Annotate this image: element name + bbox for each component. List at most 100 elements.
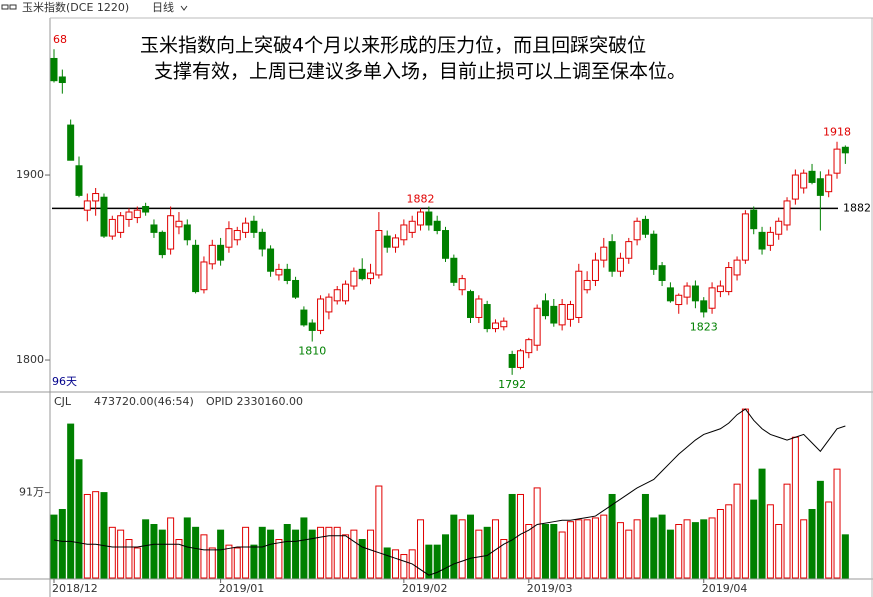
symbol: 玉米指数(DCE 1220) (22, 0, 129, 14)
candle-body (158, 231, 166, 256)
volume-bar (467, 514, 474, 579)
candle-body (825, 174, 833, 193)
volume-bar (117, 529, 125, 579)
volume-bar (691, 522, 699, 579)
volume-bar (775, 524, 783, 579)
candle-body (125, 211, 133, 220)
volume-bar (525, 524, 533, 579)
volume-bar (75, 459, 83, 579)
candle-body (225, 228, 233, 248)
x-tick-label: 2018/12 (52, 582, 98, 595)
candle-body (200, 261, 208, 291)
volume-bar (175, 539, 183, 579)
volume-bar (741, 408, 749, 579)
candle-body (475, 298, 483, 318)
volume-bar (558, 531, 566, 579)
volume-bar (308, 529, 316, 579)
candle-body (841, 146, 849, 154)
candle-body (425, 211, 433, 226)
candle-body (450, 257, 458, 283)
candle-body (217, 244, 225, 261)
volume-bar (541, 524, 549, 579)
candle-body (408, 220, 416, 233)
candle-body (775, 220, 783, 235)
period[interactable]: 日线 (152, 0, 174, 14)
candle-body (541, 300, 549, 317)
icon (1, 4, 9, 10)
candle-body (608, 241, 616, 272)
candle-body (591, 259, 599, 281)
volume-bar (83, 493, 91, 579)
volume-bar (508, 493, 516, 579)
volume-bar (625, 529, 633, 579)
volume-bar (641, 493, 649, 579)
candle-body (417, 211, 425, 226)
candle-body (350, 270, 358, 287)
volume-bar (658, 514, 666, 579)
volume-bar (583, 519, 591, 579)
volume-bar (100, 492, 108, 579)
volume-bar (650, 517, 658, 579)
candle-body (600, 246, 608, 261)
volume-bar (375, 485, 383, 579)
candle-body (300, 309, 308, 326)
candle-body (325, 296, 333, 313)
candle-body (250, 220, 258, 233)
candle-body (675, 294, 683, 306)
candle-body (783, 200, 791, 226)
candle-body (483, 304, 491, 330)
candle-body (641, 218, 649, 235)
volume-bar (275, 539, 283, 579)
candle-body (83, 200, 91, 211)
volume-bar (816, 480, 824, 579)
candle-body (516, 350, 524, 368)
candle-body (175, 220, 183, 228)
candle-body (766, 231, 774, 246)
volume-bar (142, 519, 150, 579)
volume-bar (633, 519, 641, 579)
candle-body (533, 307, 541, 346)
candle-body (558, 304, 566, 326)
support-label: 1882 (843, 201, 871, 214)
candle-body (716, 285, 724, 293)
candle-body (500, 320, 508, 328)
candle-body (550, 305, 558, 324)
candle-body (816, 178, 824, 196)
volume-bar (566, 521, 574, 579)
volume-bar (442, 534, 450, 579)
x-tick-label: 2019/04 (702, 582, 748, 595)
y-tick-label: 1900 (16, 168, 44, 181)
candle-body (92, 193, 100, 202)
candle-body (75, 165, 83, 196)
volume-bar (333, 526, 341, 579)
volume-bar (675, 524, 683, 579)
candle-body (733, 259, 741, 276)
candle-body (133, 209, 141, 219)
candle-body (242, 222, 250, 233)
volume-bar (200, 534, 208, 579)
candle-body (458, 278, 466, 291)
volume-bar (725, 504, 733, 579)
candle-body (750, 209, 758, 230)
volume-bar (208, 547, 216, 579)
price-marker: 68 (53, 33, 67, 46)
volume-bar (50, 514, 58, 579)
volume-bar (233, 547, 241, 579)
candle-body (800, 172, 808, 189)
candle-body (691, 285, 699, 302)
candle-body (575, 270, 583, 318)
candle-body (342, 283, 350, 302)
x-tick-label: 2019/03 (527, 582, 573, 595)
volume-bar (550, 524, 558, 579)
candle-body (275, 268, 283, 276)
volume-bar (458, 519, 466, 579)
candle-body (367, 272, 375, 280)
volume-bar (108, 526, 116, 579)
candle-body (658, 265, 666, 281)
candle-body (508, 353, 516, 368)
volume-bar (417, 519, 425, 579)
candle-body (491, 322, 499, 330)
volume-bar (433, 544, 441, 579)
candle-body (150, 224, 158, 233)
